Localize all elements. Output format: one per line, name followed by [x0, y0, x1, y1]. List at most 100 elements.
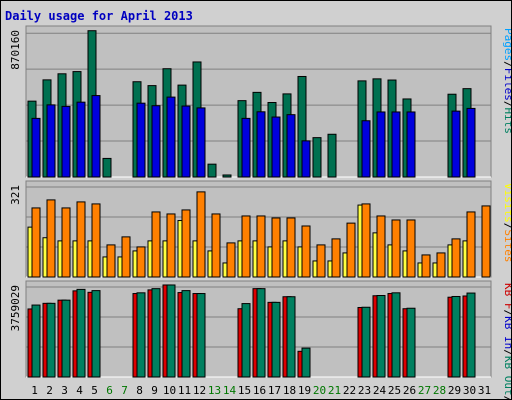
legend-item: KB F	[502, 283, 511, 310]
x-tick-label: 24	[373, 384, 387, 397]
bar-files-day-30	[466, 107, 476, 178]
legend-item: Sites	[502, 229, 511, 262]
bar-sites-day-13	[211, 213, 221, 278]
bar-files-day-17	[271, 116, 281, 178]
panel-2-max-label: 321	[9, 185, 22, 205]
x-tick-label: 26	[403, 384, 416, 397]
x-tick-label: 1	[31, 384, 38, 397]
bar-sites-day-20	[316, 244, 326, 278]
bar-sites-day-7	[121, 236, 131, 278]
bar-sites-day-1	[31, 207, 41, 278]
x-tick-label: 27	[418, 384, 431, 397]
x-tick-label: 20	[313, 384, 326, 397]
x-tick-label: 5	[91, 384, 98, 397]
x-tick-label: 22	[343, 384, 356, 397]
bar-files-day-4	[76, 101, 86, 178]
bar-files-day-23	[361, 120, 371, 178]
bar-kb-out-day-17	[271, 301, 281, 378]
bar-files-day-1	[31, 117, 41, 178]
bar-sites-day-14	[226, 242, 236, 278]
bar-sites-day-28	[436, 252, 446, 278]
bar-kb-out-day-11	[181, 290, 191, 378]
bar-sites-day-15	[241, 215, 251, 278]
legend-item: /	[502, 101, 511, 108]
bar-sites-day-3	[61, 207, 71, 278]
bar-kb-out-day-15	[241, 303, 251, 378]
x-tick-label: 18	[283, 384, 296, 397]
bar-sites-day-9	[151, 211, 161, 278]
legend-item: Hits	[502, 108, 511, 135]
bar-files-day-9	[151, 105, 161, 178]
legend-item: Pages	[502, 28, 511, 61]
x-tick-label: 17	[268, 384, 281, 397]
x-tick-label: 8	[136, 384, 143, 397]
x-tick-label: 9	[151, 384, 158, 397]
bar-kb-out-day-18	[286, 296, 296, 378]
panel-3-legend: KB F/KB In/KB Out/	[502, 283, 511, 399]
bar-files-day-8	[136, 102, 146, 178]
x-tick-label: 15	[238, 384, 251, 397]
bar-kb-out-day-3	[61, 299, 71, 378]
bar-kb-out-day-23	[361, 306, 371, 378]
panel-2-legend: Visits/Sites	[502, 183, 511, 263]
x-tick-label: 31	[478, 384, 491, 397]
x-tick-label: 19	[298, 384, 311, 397]
x-tick-label: 6	[106, 384, 113, 397]
bar-sites-day-10	[166, 213, 176, 278]
x-tick-label: 11	[178, 384, 191, 397]
bar-files-day-16	[256, 111, 266, 178]
bar-sites-day-25	[391, 219, 401, 278]
bar-kb-out-day-26	[406, 307, 416, 378]
x-tick-label: 14	[223, 384, 237, 397]
bar-kb-out-day-2	[46, 302, 56, 378]
bar-kb-out-day-19	[301, 347, 311, 378]
legend-item: KB Out	[502, 356, 511, 396]
bar-hits-day-14	[222, 174, 232, 178]
panel-3-max-label: 3759029	[9, 285, 22, 331]
panel-1-legend: Pages/Files/Hits	[502, 28, 511, 134]
x-tick-label: 16	[253, 384, 266, 397]
bar-hits-day-13	[207, 163, 217, 178]
bar-kb-out-day-25	[391, 292, 401, 378]
x-tick-label: 29	[448, 384, 461, 397]
bar-sites-day-26	[406, 219, 416, 278]
bar-kb-out-day-1	[31, 304, 41, 378]
x-tick-label: 23	[358, 384, 371, 397]
bar-files-day-25	[391, 111, 401, 178]
bar-sites-day-11	[181, 209, 191, 278]
bar-files-day-18	[286, 114, 296, 178]
bar-kb-out-day-8	[136, 292, 146, 378]
bar-hits-day-21	[327, 133, 337, 178]
bar-files-day-12	[196, 107, 206, 178]
bar-sites-day-22	[346, 222, 356, 278]
bar-sites-day-17	[271, 217, 281, 278]
bar-kb-out-day-10	[166, 284, 176, 378]
bar-kb-out-day-12	[196, 293, 206, 378]
bar-sites-day-27	[421, 254, 431, 278]
legend-item: /	[502, 223, 511, 230]
panel-1-max-label: 870160	[9, 30, 22, 70]
bar-hits-day-6	[102, 157, 112, 178]
x-tick-label: 2	[46, 384, 53, 397]
bar-files-day-29	[451, 110, 461, 178]
legend-item: /	[502, 310, 511, 317]
x-tick-label: 13	[208, 384, 221, 397]
bar-hits-day-20	[312, 137, 322, 178]
bar-sites-day-16	[256, 215, 266, 278]
bar-sites-day-29	[451, 238, 461, 278]
x-tick-label: 3	[61, 384, 68, 397]
legend-item: Visits	[502, 183, 511, 223]
legend-item: /	[502, 396, 511, 399]
x-tick-label: 10	[163, 384, 176, 397]
bar-files-day-5	[91, 95, 101, 178]
bar-sites-day-8	[136, 246, 146, 278]
bar-sites-day-31	[481, 205, 491, 278]
legend-item: /	[502, 61, 511, 68]
x-tick-label: 25	[388, 384, 401, 397]
x-tick-label: 12	[193, 384, 206, 397]
bar-sites-day-30	[466, 211, 476, 278]
bar-files-day-24	[376, 111, 386, 178]
bar-kb-out-day-4	[76, 288, 86, 378]
